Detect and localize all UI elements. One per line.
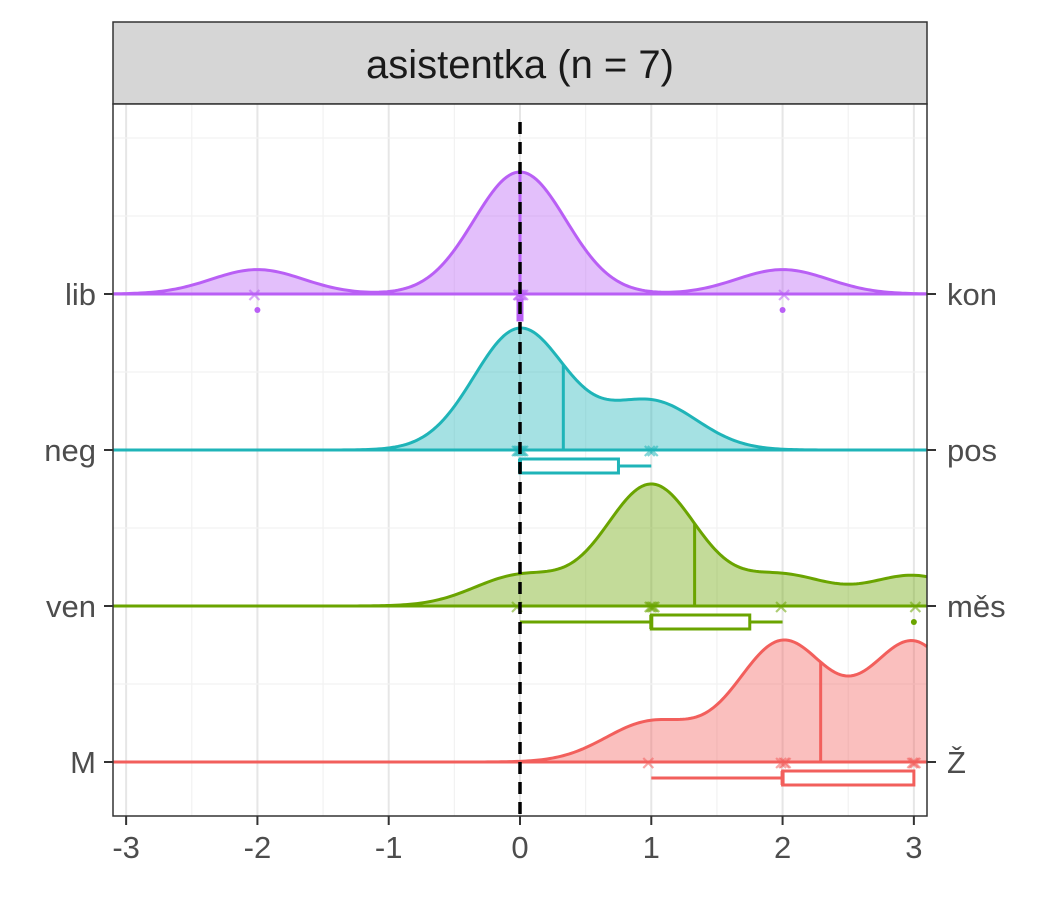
data-point: [775, 757, 787, 769]
box-body: [518, 457, 620, 475]
box-body: [781, 769, 916, 787]
data-point: [645, 601, 658, 613]
data-point: [775, 601, 787, 613]
data-point: [906, 757, 919, 769]
box-outlier: [910, 619, 917, 625]
data-point: [909, 757, 922, 769]
box-outlier: [254, 307, 261, 313]
x-tick-label: 2: [774, 830, 791, 865]
data-point: [778, 289, 790, 301]
ridge-M: [113, 638, 928, 787]
y-label-left: M: [70, 745, 96, 780]
x-tick-label: 3: [905, 830, 922, 865]
x-tick-label: -2: [244, 830, 272, 865]
facet-strip: asistentka (n = 7): [112, 21, 928, 105]
x-tick-label: -1: [375, 830, 403, 865]
data-point: [642, 757, 655, 769]
y-label-right: Ž: [947, 745, 966, 780]
y-label-left: ven: [46, 589, 96, 624]
y-label-right: kon: [947, 277, 997, 312]
density-area: [113, 484, 927, 606]
data-point: [512, 289, 525, 301]
data-point: [647, 445, 659, 457]
data-point: [644, 445, 656, 457]
y-label-left: neg: [44, 433, 96, 468]
y-label-left: lib: [65, 277, 96, 312]
data-point: [248, 289, 261, 301]
box-outlier: [779, 307, 786, 313]
axes: -3 -2 -1 0 1 2 3 lib kon neg pos ven měs M Ž: [44, 277, 1005, 865]
y-label-right: měs: [947, 589, 1006, 624]
x-tick-label: 1: [643, 830, 660, 865]
facet-title: asistentka (n = 7): [366, 43, 674, 87]
data-point: [909, 601, 922, 613]
x-tick-label: 0: [511, 830, 528, 865]
density-area: [113, 640, 927, 762]
box-body: [649, 613, 752, 631]
data-point: [648, 601, 661, 613]
data-point: [779, 757, 792, 769]
y-label-right: pos: [947, 433, 997, 468]
x-tick-label: -3: [112, 830, 140, 865]
